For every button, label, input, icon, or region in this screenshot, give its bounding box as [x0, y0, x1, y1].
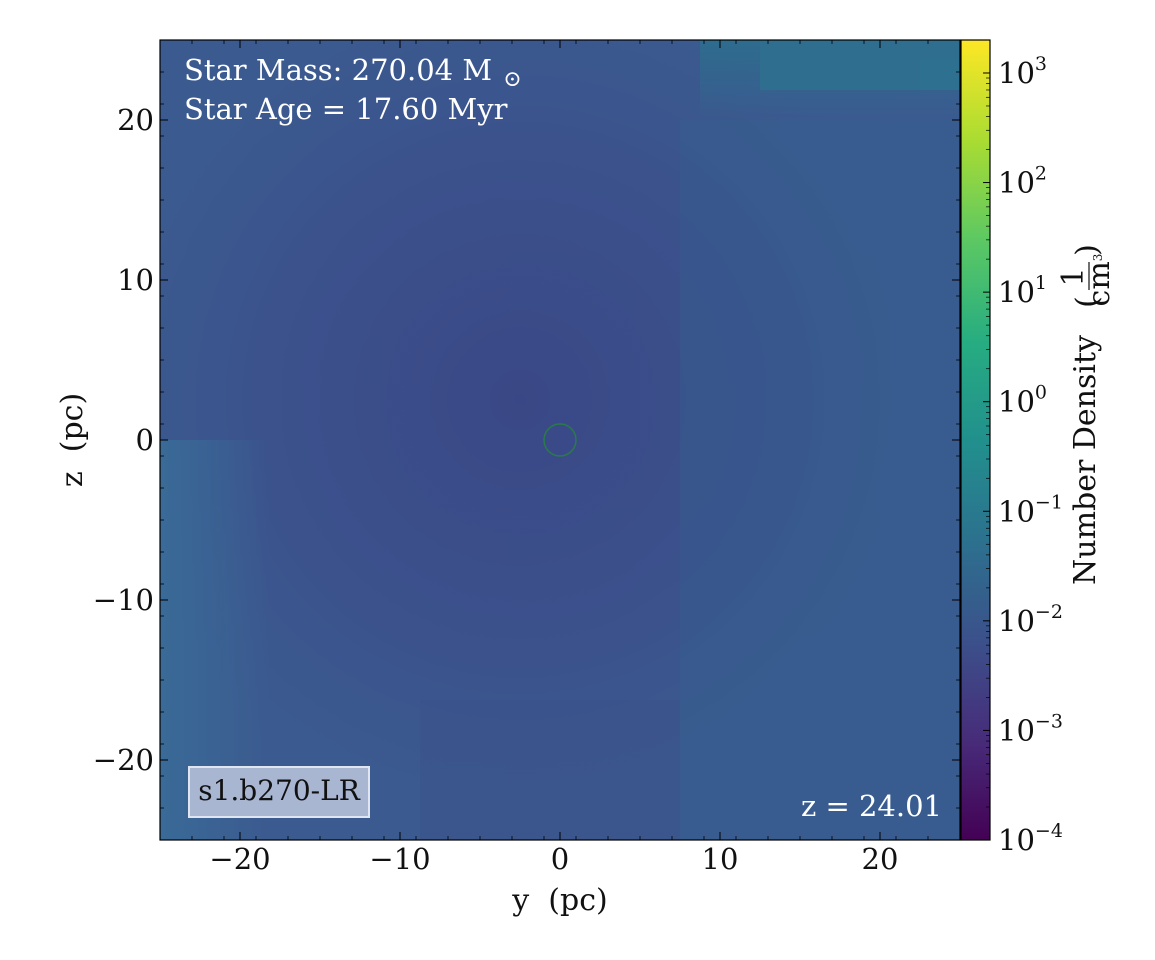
y-axis-ticks: −20 −10 0 10 20: [93, 39, 960, 841]
x-tick-label: −20: [209, 842, 270, 876]
colorbar-frame: [960, 39, 991, 841]
colorbar-tick-label: 10−4: [998, 820, 1063, 857]
y-axis-label: z (pc): [55, 393, 90, 487]
y-tick-label: 10: [117, 263, 154, 297]
star-mass-text: Star Mass: 270.04 M ⊙: [184, 53, 522, 92]
colorbar-tick-base: 10: [998, 494, 1035, 528]
colorbar-gradient: [961, 40, 990, 840]
simulation-tag-box: [188, 766, 370, 818]
y-tick-label: −10: [93, 583, 154, 617]
colorbar-tick-base: 10: [998, 604, 1035, 638]
x-tick-label: 0: [551, 842, 569, 876]
density-field-center-low: [160, 40, 960, 840]
star-marker: [543, 423, 577, 457]
colorbar-tick-exponent: 1: [1035, 272, 1047, 294]
y-tick-label: −20: [93, 743, 154, 777]
colorbar-label: Number Density ( 1 cm3 ): [1056, 244, 1117, 585]
colorbar-tick-label: 102: [998, 163, 1047, 200]
star-age-text: Star Age = 17.60 Myr: [184, 92, 508, 126]
colorbar-tick-exponent: −3: [1035, 710, 1063, 732]
colorbar-tick-exponent: 2: [1035, 163, 1047, 185]
colorbar-unit-base: cm: [1082, 261, 1117, 306]
colorbar-tick-base: 10: [998, 275, 1035, 309]
colorbar-tick-exponent: −4: [1035, 820, 1063, 842]
colorbar-tick-label: 103: [998, 53, 1047, 90]
colorbar-unit-numerator: 1: [1056, 267, 1091, 286]
redshift-text: z = 24.01: [801, 789, 942, 823]
colorbar-unit-denominator: cm3: [1082, 254, 1117, 307]
colorbar-unit-paren-open: (: [1070, 296, 1105, 308]
colorbar-unit-exponent: 3: [1091, 254, 1105, 262]
colorbar-tick-exponent: −1: [1035, 491, 1063, 513]
colorbar-label-text: Number Density: [1068, 335, 1103, 585]
solar-mass-symbol: ⊙: [503, 67, 521, 92]
colorbar-tick-base: 10: [998, 713, 1035, 747]
colorbar-tick-base: 10: [998, 823, 1035, 857]
density-field-top-right-c: [920, 60, 960, 90]
density-field: [160, 40, 960, 840]
y-tick-label: 20: [117, 103, 154, 137]
x-axis-label: y (pc): [511, 883, 607, 918]
colorbar-tick-base: 10: [998, 166, 1035, 200]
colorbar-unit-paren-close: ): [1070, 244, 1105, 256]
y-tick-label: 0: [136, 423, 154, 457]
x-tick-label: 10: [702, 842, 739, 876]
colorbar-tick-label: 100: [998, 382, 1047, 419]
star-mass-label: Star Mass: 270.04 M: [184, 53, 492, 87]
density-field-bottom-band: [420, 700, 680, 840]
colorbar-tick-exponent: 0: [1035, 382, 1047, 404]
colorbar-tick-label: 10−3: [998, 710, 1063, 747]
x-axis-ticks: −20 −10 0 10 20: [159, 40, 961, 876]
colorbar-tick-base: 10: [998, 56, 1035, 90]
simulation-tag-text: s1.b270-LR: [198, 774, 361, 807]
x-tick-label: −10: [369, 842, 430, 876]
colorbar-tick-label: 10−1: [998, 491, 1063, 528]
colorbar-tick-exponent: −2: [1035, 601, 1063, 623]
colorbar-tick-label: 10−2: [998, 601, 1063, 638]
density-field-right-band: [680, 120, 960, 840]
simulation-tag: s1.b270-LR: [188, 766, 370, 818]
colorbar-tick-base: 10: [998, 385, 1035, 419]
colorbar-tick-label: 101: [998, 272, 1047, 309]
x-tick-label: 20: [862, 842, 899, 876]
colorbar-tick-exponent: 3: [1035, 53, 1047, 75]
